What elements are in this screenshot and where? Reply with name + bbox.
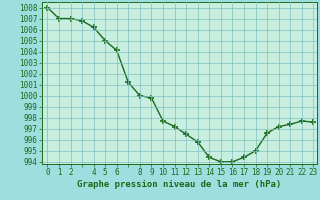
X-axis label: Graphe pression niveau de la mer (hPa): Graphe pression niveau de la mer (hPa)	[77, 180, 281, 189]
